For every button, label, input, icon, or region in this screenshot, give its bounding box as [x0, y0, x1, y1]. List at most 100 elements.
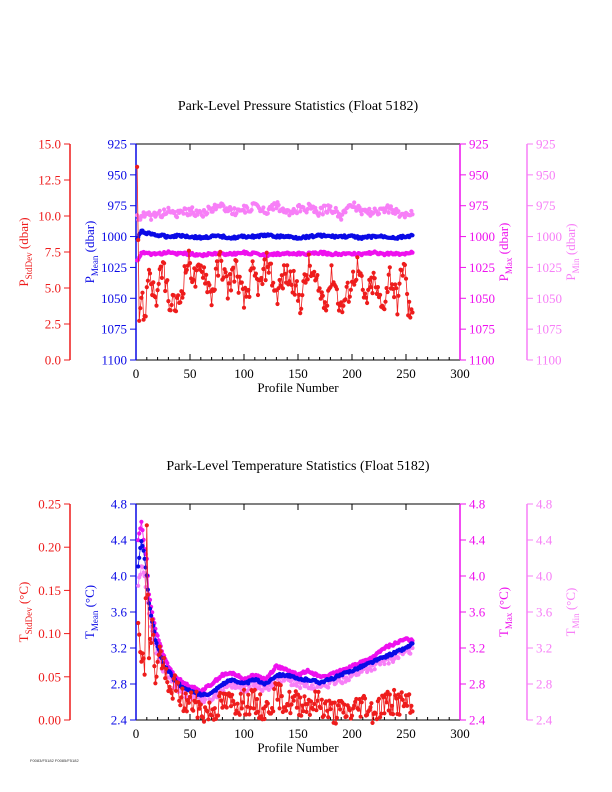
data-point-max: [150, 610, 155, 615]
label-tail: (dbar): [563, 223, 578, 258]
data-point-stddev: [260, 281, 265, 287]
data-point-stddev: [178, 703, 183, 708]
y-tick-label-stddev: 0.10: [38, 626, 61, 641]
data-point-stddev: [191, 277, 196, 283]
data-point-stddev: [209, 713, 214, 718]
data-point-stddev: [389, 703, 395, 708]
data-point-min: [336, 211, 342, 216]
y-tick-label-min: 1050: [536, 291, 562, 306]
data-point-max: [139, 519, 144, 524]
y-tick-label-mean: 1025: [101, 260, 127, 275]
data-point-min: [210, 209, 215, 214]
data-point-max: [155, 633, 160, 638]
data-point-stddev: [383, 299, 388, 304]
y-tick-label-stddev: 7.5: [45, 245, 61, 260]
data-point-stddev: [197, 706, 202, 711]
data-point-stddev: [374, 717, 379, 722]
label-sub: Mean: [90, 255, 100, 276]
data-point-stddev: [307, 712, 312, 718]
data-point-stddev: [194, 268, 199, 273]
data-point-stddev: [244, 294, 249, 299]
data-point-stddev: [198, 263, 203, 268]
data-point-stddev: [382, 307, 387, 312]
data-point-stddev: [207, 700, 212, 705]
y-tick-label-max: 950: [469, 167, 489, 182]
data-point-stddev: [200, 275, 206, 280]
data-point-stddev: [379, 711, 384, 716]
label-main: P: [496, 274, 511, 281]
x-tick-label: 150: [288, 366, 308, 381]
data-point-stddev: [275, 697, 280, 702]
y-tick-label-max: 4.8: [469, 497, 485, 512]
data-point-min: [408, 651, 413, 656]
data-point-stddev: [176, 293, 181, 298]
y-tick-label-stddev: 0.0: [45, 353, 61, 368]
data-point-stddev: [239, 706, 244, 711]
data-point-stddev: [315, 698, 320, 703]
data-point-stddev: [375, 285, 380, 290]
data-point-stddev: [150, 617, 155, 622]
data-point-stddev: [302, 694, 307, 699]
label-main: T: [496, 629, 511, 637]
y-axis-label-stddev: PStdDev (dbar): [16, 217, 34, 286]
data-point-stddev: [292, 693, 297, 699]
data-point-stddev: [146, 267, 152, 272]
data-point-stddev: [187, 261, 193, 266]
data-point-stddev: [326, 715, 331, 720]
data-point-stddev: [384, 286, 389, 291]
data-point-stddev: [173, 688, 179, 693]
data-point-stddev: [262, 716, 267, 722]
data-point-stddev: [280, 709, 285, 715]
label-tail: (°C): [563, 588, 578, 614]
data-point-stddev: [294, 705, 299, 710]
data-point-stddev: [254, 697, 260, 702]
data-point-stddev: [138, 306, 143, 311]
data-point-stddev: [315, 273, 320, 278]
data-point-stddev: [332, 700, 337, 705]
label-main: P: [16, 279, 31, 286]
data-point-stddev: [299, 713, 304, 718]
y-tick-label-mean: 1050: [101, 291, 127, 306]
data-point-max: [410, 250, 415, 255]
data-point-min: [320, 212, 325, 217]
data-point-stddev: [235, 701, 240, 706]
data-point-stddev: [154, 303, 159, 308]
data-point-stddev: [209, 303, 214, 308]
data-point-stddev: [193, 700, 198, 705]
data-point-stddev: [140, 290, 145, 295]
label-tail: (°C): [82, 585, 97, 611]
data-point-min: [357, 205, 362, 210]
data-point-stddev: [397, 281, 402, 286]
data-point-min: [402, 215, 407, 220]
y-tick-label-max: 1050: [469, 291, 495, 306]
data-point-mean: [136, 564, 141, 569]
label-tail: (dbar): [16, 217, 31, 252]
data-point-stddev: [349, 713, 355, 718]
x-tick-label: 0: [133, 366, 140, 381]
y-tick-label-min: 975: [536, 198, 556, 213]
y-axis-label-max: TMax (°C): [496, 587, 514, 637]
data-point-stddev: [224, 274, 229, 279]
data-point-min: [410, 212, 415, 217]
data-point-stddev: [263, 278, 268, 283]
data-point-min: [162, 207, 167, 212]
data-point-stddev: [340, 310, 345, 315]
data-point-stddev: [387, 692, 392, 697]
data-point-stddev: [270, 706, 275, 711]
data-point-stddev: [395, 312, 400, 317]
label-main: P: [563, 273, 578, 280]
data-point-min: [396, 209, 401, 214]
y-axis-label-max: PMax (dbar): [496, 223, 514, 282]
data-point-stddev: [369, 701, 374, 706]
data-point-min: [243, 210, 248, 215]
data-point-stddev: [207, 282, 212, 288]
data-point-stddev: [237, 274, 242, 279]
data-point-stddev: [146, 656, 152, 661]
data-point-min: [249, 207, 254, 213]
data-point-min: [294, 211, 299, 216]
chart-panel-temperature: Park-Level Temperature Statistics (Float…: [16, 459, 581, 755]
data-point-stddev: [153, 681, 158, 686]
data-point-stddev: [409, 307, 414, 312]
data-point-stddev: [170, 696, 175, 701]
